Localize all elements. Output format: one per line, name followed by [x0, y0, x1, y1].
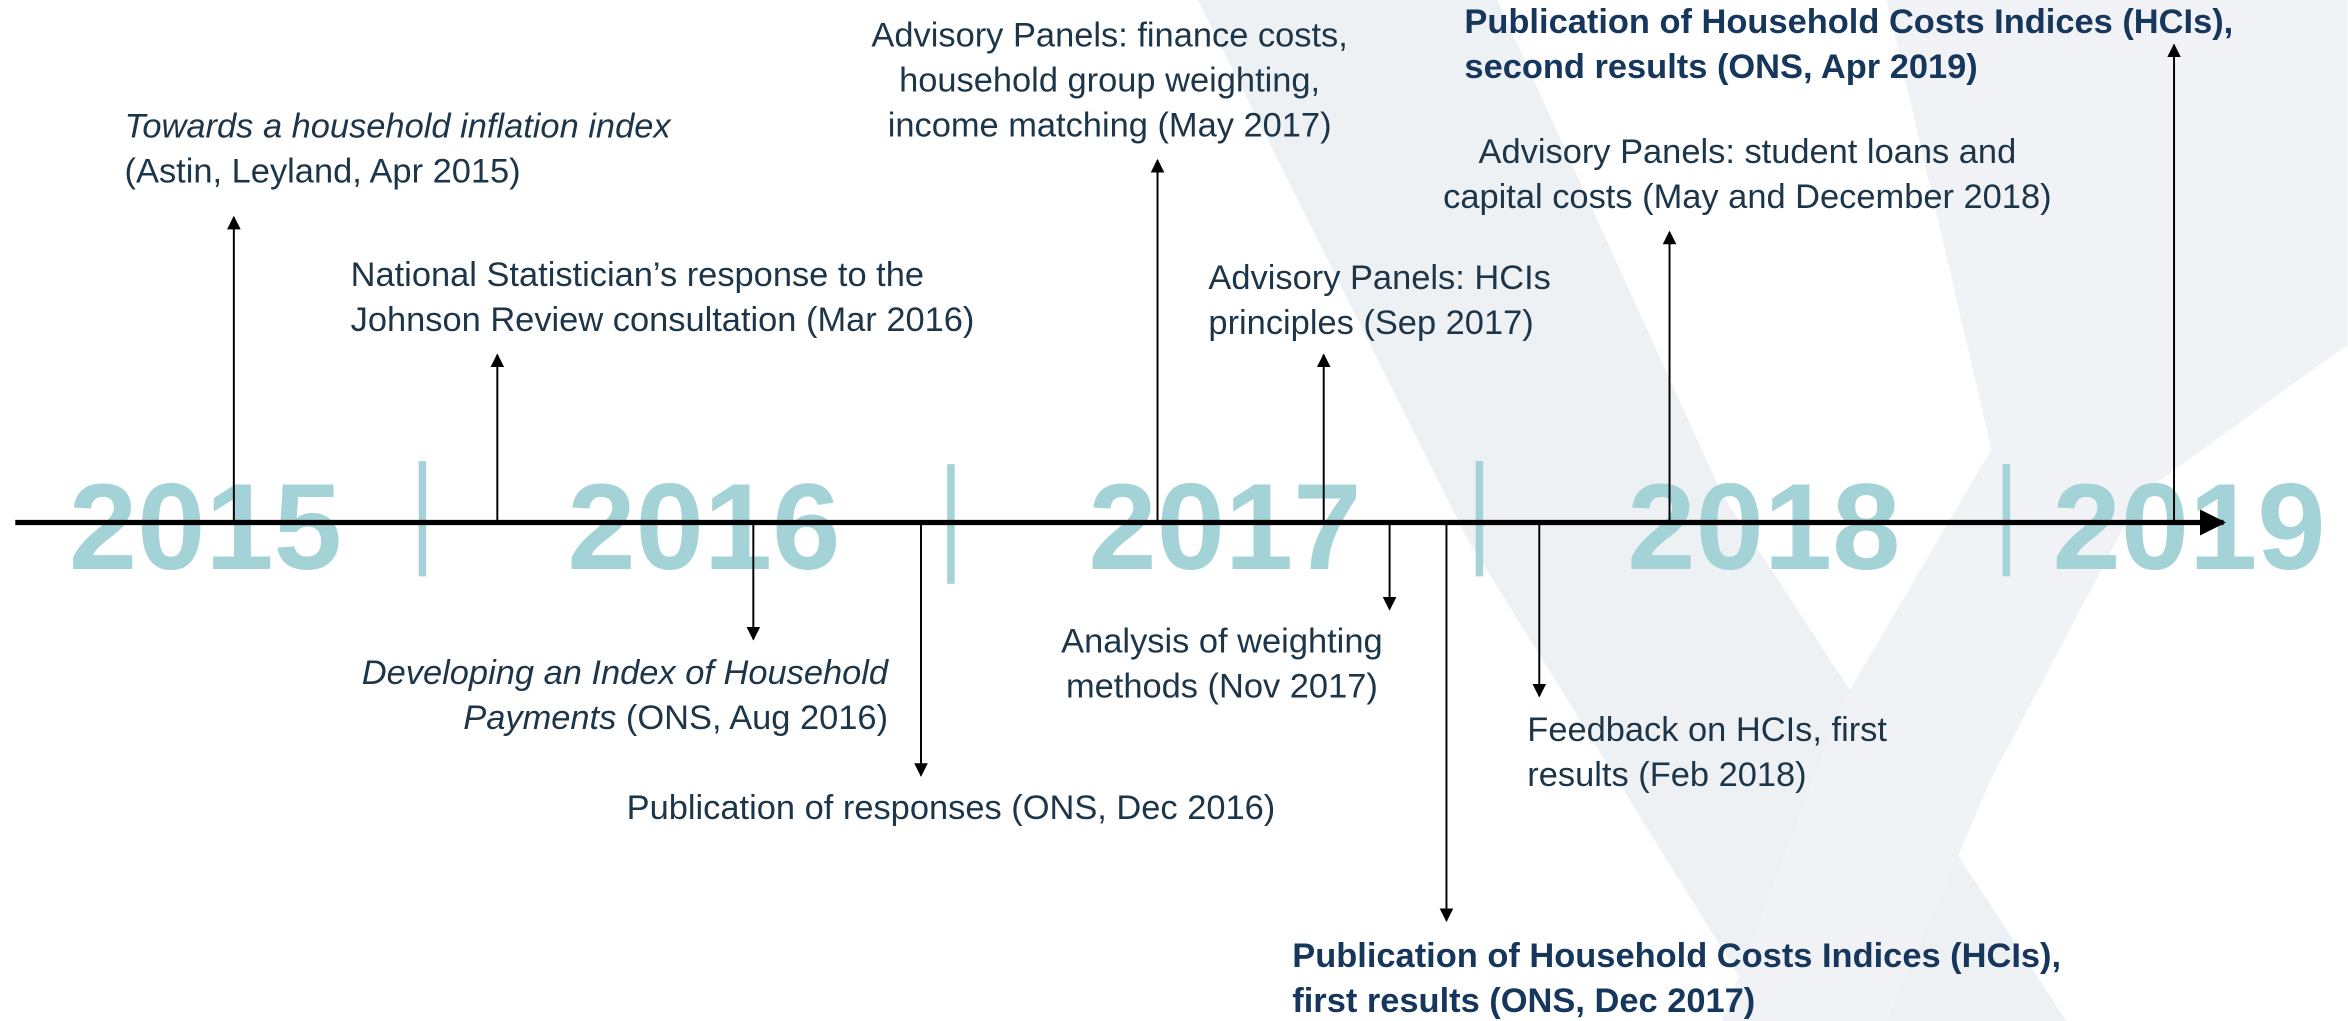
label-segment: Analysis of weighting [1061, 623, 1382, 661]
event-label: Johnson Review consultation (Mar 2016) [351, 301, 975, 339]
event-label: Advisory Panels: student loans and [1479, 133, 2017, 171]
event-label: Publication of responses (ONS, Dec 2016) [627, 789, 1276, 827]
label-segment: Publication of Household Costs Indices (… [1464, 3, 2233, 41]
event-label: principles (Sep 2017) [1208, 304, 1533, 342]
label-segment: Publication of Household Costs Indices (… [1292, 937, 2061, 975]
event-label: Publication of Household Costs Indices (… [1464, 3, 2233, 41]
event-label: Feedback on HCIs, first [1527, 711, 1887, 749]
label-segment: income matching (May 2017) [888, 106, 1332, 144]
year-label: 2017 [1088, 459, 1361, 596]
event-label: Advisory Panels: HCIs [1208, 259, 1550, 297]
year-label: 2018 [1627, 459, 1900, 596]
label-segment: Towards a household inflation index [125, 108, 673, 146]
background-swoosh [1197, 0, 2348, 1021]
label-segment: Advisory Panels: finance costs, [871, 17, 1347, 55]
label-segment: Payments [463, 699, 616, 737]
label-segment: household group weighting, [899, 61, 1320, 99]
year-labels: 2015 2016 2017 2018 2019 [69, 459, 2326, 596]
events: Towards a household inflation index (Asti… [125, 3, 2234, 1020]
label-segment: results (Feb 2018) [1527, 756, 1806, 794]
label-segment: Advisory Panels: student loans and [1479, 133, 2017, 171]
event-label: Analysis of weighting [1061, 623, 1382, 661]
year-label: 2016 [567, 459, 840, 596]
event-label: Towards a household inflation index [125, 108, 673, 146]
label-segment: (ONS, Aug 2016) [616, 699, 888, 737]
label-segment: Feedback on HCIs, first [1527, 711, 1887, 749]
label-segment: National Statistician’s response to the [351, 256, 924, 294]
label-segment: Developing an Index of Household [362, 654, 890, 692]
event-label: Advisory Panels: finance costs, [871, 17, 1347, 55]
event-label: income matching (May 2017) [888, 106, 1332, 144]
event-label: Payments (ONS, Aug 2016) [463, 699, 888, 737]
event-label: household group weighting, [899, 61, 1320, 99]
label-segment: (Astin, Leyland, Apr 2015) [125, 153, 521, 191]
event-label: Publication of Household Costs Indices (… [1292, 937, 2061, 975]
event-label: Developing an Index of Household [362, 654, 890, 692]
label-segment: first results (ONS, Dec 2017) [1292, 982, 1755, 1020]
label-segment: principles (Sep 2017) [1208, 304, 1533, 342]
event-label: National Statistician’s response to the [351, 256, 924, 294]
event-label: results (Feb 2018) [1527, 756, 1806, 794]
event-label: capital costs (May and December 2018) [1443, 178, 2051, 216]
label-segment: second results (ONS, Apr 2019) [1464, 48, 1977, 86]
label-segment: methods (Nov 2017) [1066, 668, 1378, 706]
label-segment: Johnson Review consultation (Mar 2016) [351, 301, 975, 339]
label-segment: Publication of responses (ONS, Dec 2016) [627, 789, 1276, 827]
label-segment: Advisory Panels: HCIs [1208, 259, 1550, 297]
event-label: first results (ONS, Dec 2017) [1292, 982, 1755, 1020]
event-label: (Astin, Leyland, Apr 2015) [125, 153, 521, 191]
year-label: 2015 [69, 459, 342, 596]
event-label: second results (ONS, Apr 2019) [1464, 48, 1977, 86]
label-segment: capital costs (May and December 2018) [1443, 178, 2051, 216]
event-label: methods (Nov 2017) [1066, 668, 1378, 706]
year-label: 2019 [2052, 459, 2325, 596]
